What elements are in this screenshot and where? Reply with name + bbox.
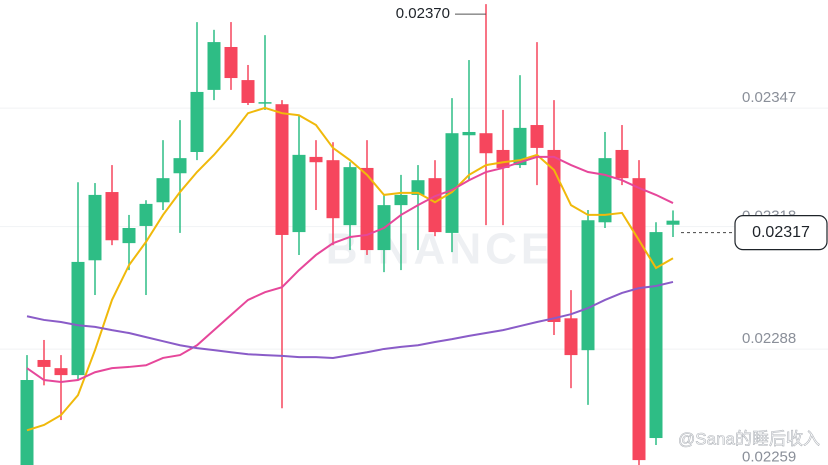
candle-body — [462, 131, 476, 136]
candle-body — [139, 203, 153, 226]
candle-body — [428, 178, 442, 233]
y-tick-label: 0.02259 — [742, 449, 796, 465]
candle-body — [632, 178, 646, 461]
candle-body — [275, 104, 289, 235]
candle-body — [190, 91, 204, 153]
high-label: 0.02370 — [396, 5, 450, 22]
candle-body — [326, 160, 340, 219]
candle-body — [207, 42, 221, 90]
candle-body — [71, 261, 85, 376]
candle-body — [360, 167, 374, 251]
candle-body — [649, 232, 663, 439]
candle-body — [530, 125, 544, 148]
candle-body — [666, 220, 680, 225]
candle-body — [54, 368, 68, 376]
candle-body — [173, 158, 187, 174]
y-tick-label: 0.02288 — [742, 330, 796, 347]
candle-body — [224, 46, 238, 79]
price-label: 0.02317 — [752, 224, 810, 241]
price-box — [734, 215, 828, 251]
candle-body — [20, 380, 34, 465]
candle-body — [547, 149, 561, 322]
candle-body — [156, 178, 170, 203]
candle-body — [292, 154, 306, 233]
candle-body — [394, 194, 408, 206]
candle-body — [88, 194, 102, 261]
candle-body — [496, 149, 510, 168]
candle-body — [581, 220, 595, 351]
credit: @Sana的睡后收入 — [678, 429, 820, 448]
candle-body — [258, 102, 272, 104]
candle-body — [615, 149, 629, 179]
candle-body — [122, 228, 136, 244]
candle-body — [598, 158, 612, 223]
candle-body — [513, 127, 527, 166]
candle-body — [241, 80, 255, 103]
candle-body — [479, 133, 493, 154]
candle-body — [445, 133, 459, 233]
candle-body — [105, 192, 119, 241]
candle-body — [37, 359, 51, 367]
ma-line — [26, 106, 674, 432]
y-tick-label: 0.02347 — [742, 89, 796, 106]
ma-line — [26, 280, 674, 359]
candle-body — [343, 167, 357, 226]
ma-line — [26, 155, 674, 384]
candle-body — [309, 156, 323, 163]
candle-body — [411, 180, 425, 195]
candle-body — [564, 318, 578, 356]
